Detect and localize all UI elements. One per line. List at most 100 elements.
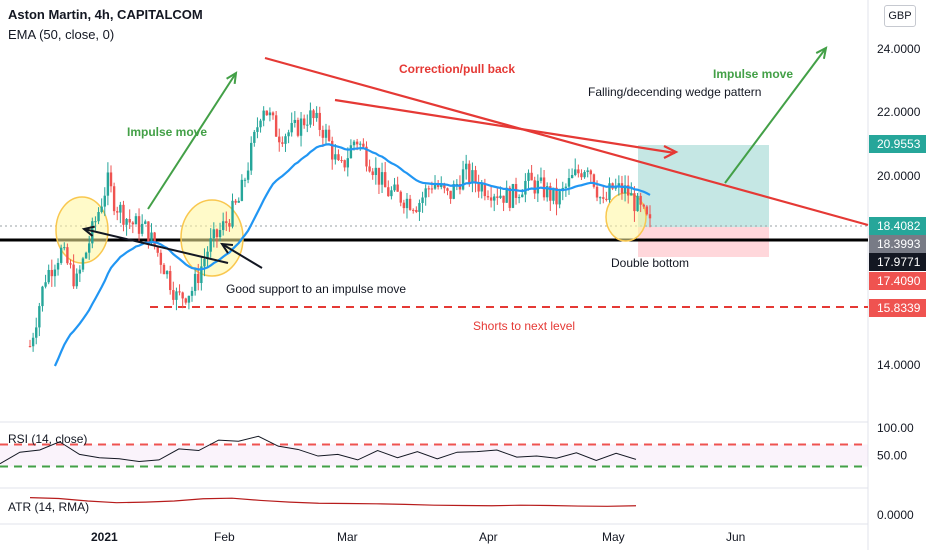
candle-body xyxy=(393,184,396,191)
candle-body xyxy=(318,112,321,130)
candle-body xyxy=(408,198,412,210)
candle-body xyxy=(221,221,225,231)
candle-body xyxy=(309,110,312,125)
annotation-wedge: Falling/decending wedge pattern xyxy=(588,85,761,99)
candle-body xyxy=(374,167,378,176)
atr-line xyxy=(29,497,637,507)
candle-body xyxy=(172,290,175,300)
candle-body xyxy=(558,191,561,205)
candle-body xyxy=(156,246,159,253)
candle-body xyxy=(452,184,455,199)
candle-body xyxy=(362,143,365,147)
candle-body xyxy=(134,216,138,225)
candle-body xyxy=(592,174,596,187)
candle-body xyxy=(119,204,122,213)
stop-zone xyxy=(638,227,769,257)
candle-body xyxy=(390,190,393,197)
candle-body xyxy=(327,129,331,141)
annotation-shorts: Shorts to next level xyxy=(473,319,575,333)
candle-body xyxy=(56,262,60,270)
atr-tick-label: 0.0000 xyxy=(877,508,914,522)
candle-body xyxy=(343,160,346,168)
candle-body xyxy=(169,271,172,291)
candle-body xyxy=(368,166,371,172)
candle-body xyxy=(486,196,490,198)
wedge-lower-line xyxy=(334,98,676,155)
candle-body xyxy=(533,180,536,194)
candle-body xyxy=(159,252,163,265)
candle-body xyxy=(539,177,543,181)
candle-body xyxy=(315,112,318,119)
price-label-text: 20.9553 xyxy=(877,137,921,151)
time-tick-label: Apr xyxy=(479,530,498,544)
candle-body xyxy=(206,251,209,260)
candle-body xyxy=(28,346,32,348)
candle-body xyxy=(623,185,627,194)
candle-body xyxy=(648,214,652,219)
candle-body xyxy=(293,119,297,123)
candle-body xyxy=(508,187,511,208)
candle-body xyxy=(66,247,69,264)
candle-body xyxy=(290,122,293,133)
candle-body xyxy=(284,136,287,144)
candle-body xyxy=(250,142,253,171)
candle-body xyxy=(461,169,465,190)
candle-body xyxy=(636,195,639,212)
candle-body xyxy=(209,238,212,252)
candle-body xyxy=(589,170,593,175)
candle-body xyxy=(337,154,340,161)
ema-indicator-label[interactable]: EMA (50, close, 0) xyxy=(8,27,115,42)
candle-body xyxy=(595,186,599,198)
candle-body xyxy=(387,187,390,197)
candle-body xyxy=(617,183,621,186)
candle-body xyxy=(302,118,306,126)
candle-body xyxy=(91,221,94,244)
candle-body xyxy=(626,185,630,196)
candle-body xyxy=(477,183,480,192)
candle-body xyxy=(549,186,552,201)
candle-body xyxy=(493,196,496,201)
currency-button[interactable]: GBP xyxy=(884,5,916,27)
annotation-impulse-left: Impulse move xyxy=(127,125,207,139)
candle-body xyxy=(496,196,499,198)
candle-body xyxy=(75,273,78,287)
candle-body xyxy=(140,223,144,234)
price-label-text: 18.4082 xyxy=(877,219,921,233)
candle-body xyxy=(212,229,216,239)
impulse-arrow-right xyxy=(724,47,827,184)
candle-body xyxy=(87,243,91,253)
candle-body xyxy=(84,252,88,259)
candle-body xyxy=(59,247,63,263)
candle-body xyxy=(109,172,113,187)
candle-body xyxy=(262,110,265,121)
wedge-arrowhead xyxy=(663,145,679,159)
candle-body xyxy=(193,273,197,291)
candle-body xyxy=(256,127,259,132)
candle-body xyxy=(137,216,141,234)
candle-body xyxy=(225,221,228,224)
candle-body xyxy=(436,184,440,188)
candle-body xyxy=(125,219,128,225)
candle-body xyxy=(552,187,555,201)
price-tick-label: 22.0000 xyxy=(877,105,921,119)
price-tick-label: 14.0000 xyxy=(877,358,921,372)
support-pointer-right xyxy=(221,243,263,269)
candle-body xyxy=(586,170,589,172)
candle-body xyxy=(480,183,483,192)
rsi-tick-label: 100.00 xyxy=(877,421,914,435)
candle-body xyxy=(424,188,427,198)
candle-body xyxy=(642,204,645,207)
time-tick-label: Feb xyxy=(214,530,235,544)
candle-body xyxy=(383,172,387,188)
support-pointer-left-head xyxy=(81,225,95,237)
price-label-box xyxy=(869,235,926,253)
candle-body xyxy=(165,271,169,275)
candle-body xyxy=(536,180,540,194)
candle-body xyxy=(483,183,487,197)
candle-body xyxy=(521,194,524,198)
candle-body xyxy=(175,291,178,300)
candle-body xyxy=(468,163,471,183)
candle-body xyxy=(405,198,409,209)
annotation-correction: Correction/pull back xyxy=(399,62,515,76)
